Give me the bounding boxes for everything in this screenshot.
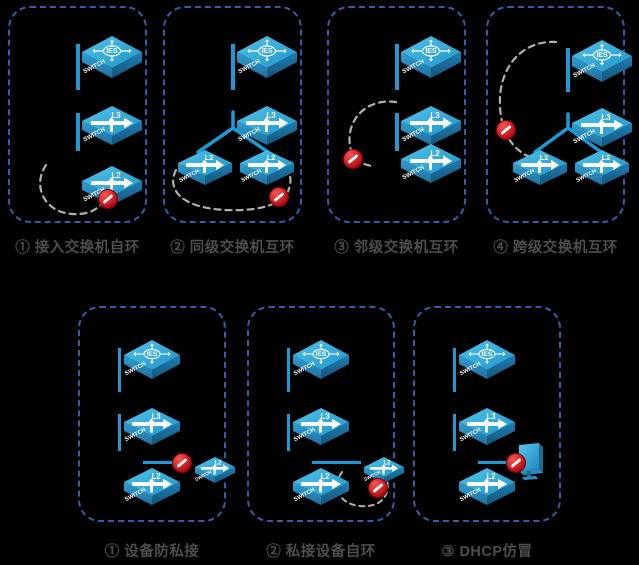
device-core-label-b2: IES	[316, 351, 327, 358]
link-l3-to-l2s-p2	[196, 110, 270, 154]
device-core-label-p4: IES	[596, 52, 608, 59]
device-l3-label-b3: L3	[486, 412, 496, 421]
caption-access-1: ① 设备防私接	[78, 540, 226, 561]
device-l2-label-b1: L2	[151, 472, 161, 481]
device-core-label-p2: IES	[261, 48, 273, 55]
device-l2-label-right-p2: L2	[267, 153, 276, 162]
link-core-to-l3-p4	[566, 48, 570, 92]
caption-text-access-1: ① 设备防私接	[104, 544, 200, 560]
link-core-to-l3-p3	[395, 44, 399, 90]
link-l2-to-rogue-b1	[143, 461, 192, 464]
device-core-label-p3: IES	[425, 48, 437, 55]
link-l2-to-pc-b3	[478, 461, 522, 464]
panel-loop-1	[8, 6, 147, 223]
link-core-to-l3-b3	[453, 348, 456, 392]
device-l3-label-p4: L3	[601, 113, 611, 122]
device-l3-label-b1: L3	[151, 412, 161, 421]
link-l3-to-l2-b2	[287, 414, 290, 451]
caption-loop-2: ② 同级交换机互环	[163, 236, 302, 257]
link-l2-to-rogue-b2	[312, 461, 361, 464]
caption-text-loop-2: ② 同级交换机互环	[170, 240, 295, 256]
caption-text-access-2: ② 私接设备自环	[266, 544, 376, 560]
device-l2-label-b3: L2	[486, 472, 496, 481]
link-l3-to-l2-b3	[453, 414, 456, 451]
device-l3-label-b2: L3	[320, 412, 330, 421]
device-l2-label-p3: L2	[430, 149, 440, 158]
panel-loop-2	[163, 6, 302, 223]
panel-loop-3	[327, 6, 466, 223]
caption-text-loop-3: ③ 邻级交换机互环	[334, 240, 459, 256]
link-core-to-l3-b2	[287, 348, 290, 392]
link-l3-to-l2-b1	[118, 414, 121, 451]
device-core-label-b3: IES	[482, 351, 493, 358]
device-l2-label-right-p4: L2	[602, 153, 611, 162]
link-l3-to-l2-p3	[395, 113, 399, 151]
device-rogue-label-b1: L2	[214, 461, 222, 467]
caption-access-2: ② 私接设备自环	[247, 540, 395, 561]
device-l3-label-p2: L3	[266, 111, 276, 120]
caption-text-loop-1: ① 接入交换机自环	[15, 240, 140, 256]
panel-access-3	[413, 306, 561, 522]
device-l2-label-b2: L2	[320, 472, 330, 481]
panel-access-1	[78, 306, 226, 522]
link-core-to-l3-p2	[231, 44, 235, 90]
caption-loop-4: ④ 跨级交换机互环	[486, 236, 625, 257]
link-l3-to-l2-p1	[76, 113, 80, 151]
caption-text-access-3: ③ DHCP仿冒	[441, 544, 533, 560]
panel-access-2	[247, 306, 395, 522]
device-l2-label-left-p2: L2	[205, 153, 214, 162]
caption-loop-1: ① 接入交换机自环	[8, 236, 147, 257]
device-l3-label-p3: L3	[430, 111, 440, 120]
panel-loop-4	[486, 6, 625, 223]
device-core-label-b1: IES	[147, 351, 158, 358]
caption-text-loop-4: ④ 跨级交换机互环	[493, 240, 618, 256]
caption-loop-3: ③ 邻级交换机互环	[327, 236, 466, 257]
device-rogue-label-b2: L2	[383, 461, 391, 467]
loop-l3-l2-arc-p3	[348, 100, 398, 168]
caption-access-3: ③ DHCP仿冒	[413, 540, 561, 561]
loop-cross-arc-p4	[498, 40, 558, 160]
link-core-to-l3-p1	[76, 44, 80, 90]
device-l2-label-left-p4: L2	[540, 153, 549, 162]
link-core-to-l3-b1	[118, 348, 121, 392]
